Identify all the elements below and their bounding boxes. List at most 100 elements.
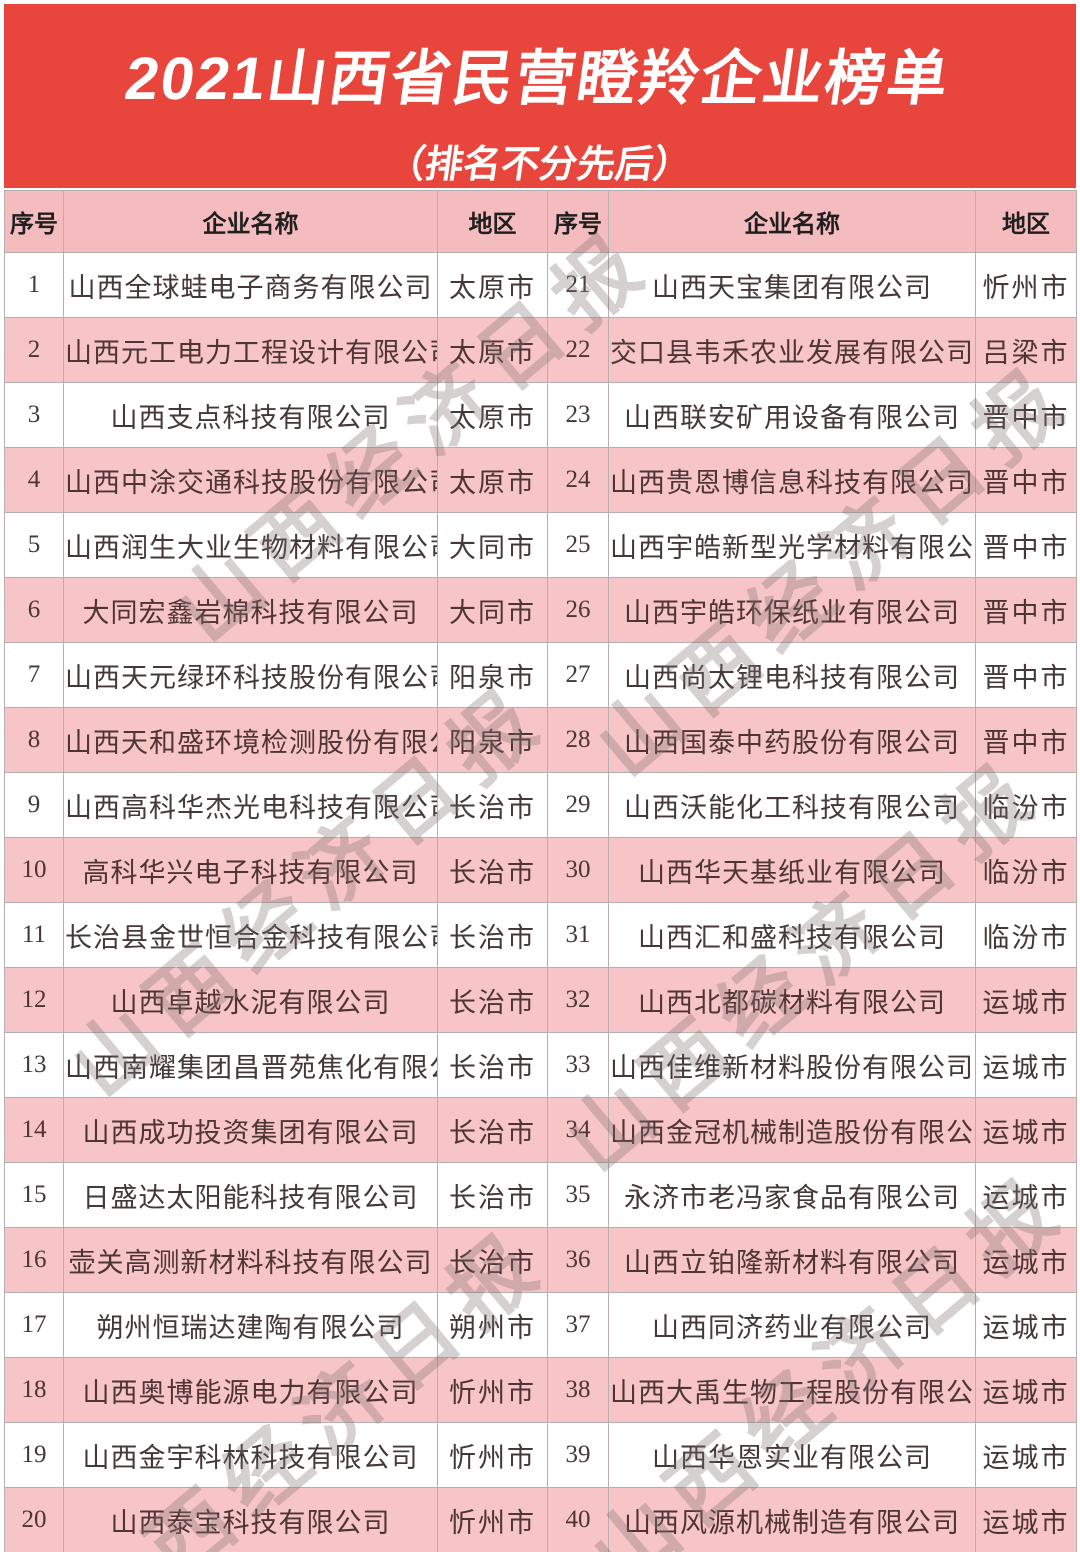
row-number-cell: 39 — [547, 1422, 609, 1488]
company-name-cell: 山西联安矿用设备有限公司 — [608, 382, 976, 448]
company-name-cell: 山西汇和盛科技有限公司 — [608, 902, 976, 968]
row-number-cell: 40 — [547, 1487, 609, 1552]
region-cell: 阳泉市 — [437, 707, 548, 773]
company-name-cell: 山西立铂隆新材料有限公司 — [608, 1227, 976, 1293]
row-number-cell: 36 — [547, 1227, 609, 1293]
row-number-cell: 1 — [4, 252, 64, 318]
table-row: 17 朔州恒瑞达建陶有限公司 朔州市 37 山西同济药业有限公司 运城市 — [4, 1292, 1077, 1358]
region-cell: 太原市 — [437, 252, 548, 318]
row-number-cell: 23 — [547, 382, 609, 448]
region-cell: 忻州市 — [437, 1422, 548, 1488]
region-cell: 长治市 — [437, 1162, 548, 1228]
company-name-cell: 山西天元绿环科技股份有限公司 — [63, 642, 438, 708]
company-name-cell: 山西卓越水泥有限公司 — [63, 967, 438, 1033]
table-row: 1 山西全球蛙电子商务有限公司 太原市 21 山西天宝集团有限公司 忻州市 — [4, 252, 1077, 318]
company-name-cell: 山西中涂交通科技股份有限公司 — [63, 447, 438, 513]
company-name-cell: 山西贵恩博信息科技有限公司 — [608, 447, 976, 513]
region-cell: 忻州市 — [975, 252, 1077, 318]
region-cell: 长治市 — [437, 837, 548, 903]
header-company-left: 企业名称 — [63, 190, 438, 253]
row-number-cell: 30 — [547, 837, 609, 903]
row-number-cell: 37 — [547, 1292, 609, 1358]
company-name-cell: 朔州恒瑞达建陶有限公司 — [63, 1292, 438, 1358]
region-cell: 晋中市 — [975, 577, 1077, 643]
row-number-cell: 3 — [4, 382, 64, 448]
row-number-cell: 15 — [4, 1162, 64, 1228]
table-header-row: 序号 企业名称 地区 序号 企业名称 地区 — [4, 190, 1077, 253]
region-cell: 运城市 — [975, 1097, 1077, 1163]
row-number-cell: 22 — [547, 317, 609, 383]
row-number-cell: 10 — [4, 837, 64, 903]
table-row: 20 山西泰宝科技有限公司 忻州市 40 山西风源机械制造有限公司 运城市 — [4, 1487, 1077, 1552]
company-name-cell: 山西南耀集团昌晋苑焦化有限公司 — [63, 1032, 438, 1098]
region-cell: 长治市 — [437, 1227, 548, 1293]
region-cell: 运城市 — [975, 1357, 1077, 1423]
company-name-cell: 山西尚太锂电科技有限公司 — [608, 642, 976, 708]
table-row: 11 长治县金世恒合金科技有限公司 长治市 31 山西汇和盛科技有限公司 临汾市 — [4, 902, 1077, 968]
table-row: 16 壶关高测新材料科技有限公司 长治市 36 山西立铂隆新材料有限公司 运城市 — [4, 1227, 1077, 1293]
row-number-cell: 18 — [4, 1357, 64, 1423]
company-name-cell: 永济市老冯家食品有限公司 — [608, 1162, 976, 1228]
company-name-cell: 山西华天基纸业有限公司 — [608, 837, 976, 903]
company-name-cell: 山西宇皓新型光学材料有限公司 — [608, 512, 976, 578]
table-row: 10 高科华兴电子科技有限公司 长治市 30 山西华天基纸业有限公司 临汾市 — [4, 837, 1077, 903]
table-row: 15 日盛达太阳能科技有限公司 长治市 35 永济市老冯家食品有限公司 运城市 — [4, 1162, 1077, 1228]
company-table: 序号 企业名称 地区 序号 企业名称 地区 1 山西全球蛙电子商务有限公司 太原市 2… — [4, 190, 1077, 1552]
company-name-cell: 山西奥博能源电力有限公司 — [63, 1357, 438, 1423]
row-number-cell: 17 — [4, 1292, 64, 1358]
table-row: 14 山西成功投资集团有限公司 长治市 34 山西金冠机械制造股份有限公司 运城市 — [4, 1097, 1077, 1163]
table-row: 13山西南耀集团昌晋苑焦化有限公司长治市33山西佳维新材料股份有限公司运城市 — [4, 1032, 1077, 1098]
header-serial-right: 序号 — [547, 190, 609, 253]
region-cell: 大同市 — [437, 577, 548, 643]
row-number-cell: 21 — [547, 252, 609, 318]
region-cell: 晋中市 — [975, 707, 1077, 773]
row-number-cell: 11 — [4, 902, 64, 968]
company-name-cell: 山西宇皓环保纸业有限公司 — [608, 577, 976, 643]
table-row: 18 山西奥博能源电力有限公司 忻州市 38 山西大禹生物工程股份有限公司 运城市 — [4, 1357, 1077, 1423]
table-row: 4 山西中涂交通科技股份有限公司 太原市 24 山西贵恩博信息科技有限公司 晋中市 — [4, 447, 1077, 513]
region-cell: 晋中市 — [975, 382, 1077, 448]
row-number-cell: 5 — [4, 512, 64, 578]
table-row: 8山西天和盛环境检测股份有限公司阳泉市28山西国泰中药股份有限公司晋中市 — [4, 707, 1077, 773]
region-cell: 忻州市 — [437, 1357, 548, 1423]
company-name-cell: 山西大禹生物工程股份有限公司 — [608, 1357, 976, 1423]
company-name-cell: 山西支点科技有限公司 — [63, 382, 438, 448]
region-cell: 运城市 — [975, 1032, 1077, 1098]
row-number-cell: 2 — [4, 317, 64, 383]
region-cell: 运城市 — [975, 1162, 1077, 1228]
company-name-cell: 山西华恩实业有限公司 — [608, 1422, 976, 1488]
row-number-cell: 29 — [547, 772, 609, 838]
region-cell: 大同市 — [437, 512, 548, 578]
region-cell: 临汾市 — [975, 902, 1077, 968]
table-row: 7 山西天元绿环科技股份有限公司 阳泉市 27 山西尚太锂电科技有限公司 晋中市 — [4, 642, 1077, 708]
region-cell: 朔州市 — [437, 1292, 548, 1358]
company-name-cell: 山西同济药业有限公司 — [608, 1292, 976, 1358]
header-region-right: 地区 — [975, 190, 1077, 253]
row-number-cell: 13 — [4, 1032, 64, 1098]
row-number-cell: 8 — [4, 707, 64, 773]
row-number-cell: 6 — [4, 577, 64, 643]
row-number-cell: 4 — [4, 447, 64, 513]
company-name-cell: 山西高科华杰光电科技有限公司 — [63, 772, 438, 838]
region-cell: 运城市 — [975, 1422, 1077, 1488]
row-number-cell: 26 — [547, 577, 609, 643]
header-region-left: 地区 — [437, 190, 548, 253]
region-cell: 长治市 — [437, 902, 548, 968]
company-name-cell: 山西金宇科林科技有限公司 — [63, 1422, 438, 1488]
company-name-cell: 长治县金世恒合金科技有限公司 — [63, 902, 438, 968]
company-name-cell: 山西成功投资集团有限公司 — [63, 1097, 438, 1163]
header-company-right: 企业名称 — [608, 190, 976, 253]
page-title: 2021山西省民营瞪羚企业榜单 — [121, 45, 954, 112]
region-cell: 长治市 — [437, 1097, 548, 1163]
company-name-cell: 山西天宝集团有限公司 — [608, 252, 976, 318]
table-row: 9 山西高科华杰光电科技有限公司 长治市 29 山西沃能化工科技有限公司 临汾市 — [4, 772, 1077, 838]
region-cell: 太原市 — [437, 447, 548, 513]
region-cell: 运城市 — [975, 1227, 1077, 1293]
company-name-cell: 大同宏鑫岩棉科技有限公司 — [63, 577, 438, 643]
row-number-cell: 28 — [547, 707, 609, 773]
company-name-cell: 山西润生大业生物材料有限公司 — [63, 512, 438, 578]
company-name-cell: 山西金冠机械制造股份有限公司 — [608, 1097, 976, 1163]
table-row: 19 山西金宇科林科技有限公司 忻州市 39 山西华恩实业有限公司 运城市 — [4, 1422, 1077, 1488]
region-cell: 运城市 — [975, 1292, 1077, 1358]
